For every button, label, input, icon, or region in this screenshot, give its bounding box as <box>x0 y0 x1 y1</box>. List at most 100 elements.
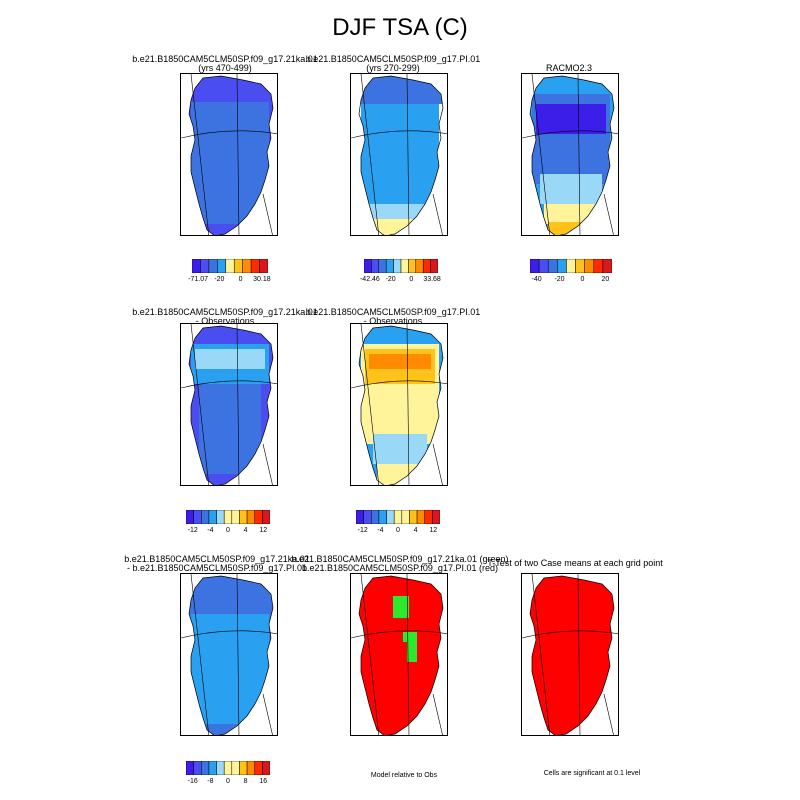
colorbar-3-swatch-7 <box>239 509 248 525</box>
colorbar-2-swatch-2 <box>547 258 558 274</box>
p5-field-band-4 <box>373 434 427 464</box>
panel-5-title-line2: - Observations <box>363 316 423 326</box>
colorbar-5-swatch-8 <box>246 760 255 776</box>
colorbar-3-tick-label: 12 <box>259 527 268 534</box>
colorbar-1-tick-label: 0 <box>409 276 414 283</box>
colorbar-4-swatch-8 <box>416 509 425 525</box>
colorbar-1-swatch-9 <box>430 258 439 274</box>
colorbar-3-swatch-10 <box>262 509 271 525</box>
colorbar-0-swatch-2 <box>208 258 218 274</box>
colorbar-0-swatch-0 <box>191 258 201 274</box>
colorbar-5-swatch-3 <box>208 760 217 776</box>
colorbar-1-swatch-2 <box>378 258 387 274</box>
colorbar-1-swatch-5 <box>400 258 409 274</box>
panel-2-colorbar <box>363 258 439 274</box>
colorbar-3-swatch-3 <box>208 509 217 525</box>
p8-green-cell-0 <box>393 596 409 618</box>
panel-5-map <box>350 323 448 486</box>
colorbar-1-swatch-0 <box>363 258 372 274</box>
colorbar-3-swatch-4 <box>216 509 225 525</box>
colorbar-5-swatch-9 <box>254 760 263 776</box>
colorbar-4-swatch-0 <box>355 509 364 525</box>
colorbar-2-swatch-4 <box>566 258 576 274</box>
colorbar-3-tick-label: -12 <box>187 527 198 534</box>
colorbar-1-tick-label: -20 <box>385 276 396 283</box>
colorbar-3-tick-label: 4 <box>243 527 248 534</box>
colorbar-1-swatch-8 <box>422 258 431 274</box>
p8-green-cell-1 <box>403 632 417 642</box>
colorbar-4-tick-label: -12 <box>357 527 368 534</box>
p1-field-band-1 <box>191 102 269 224</box>
panel-3-title: RACMO2.3 <box>546 64 592 73</box>
p2-field-band-0 <box>359 76 443 104</box>
colorbar-5-swatch-4 <box>216 760 225 776</box>
figure-title: DJF TSA (C) <box>332 14 468 41</box>
colorbar-4-tick-label: -4 <box>377 527 384 534</box>
panel-1-title-line2: (yrs 470-499) <box>198 63 252 73</box>
panel-7-title-line2: - b.e21.B1850CAM5CLM50SP.f09_g17.PI.01 <box>127 563 307 573</box>
colorbar-4-tick-label: 4 <box>413 527 418 534</box>
colorbar-0-swatch-4 <box>225 258 235 274</box>
panel-2-title: b.e21.B1850CAM5CLM50SP.f09_g17.PI.01 (yr… <box>306 55 480 73</box>
panel-3-title-line1: RACMO2.3 <box>545 63 593 73</box>
colorbar-5-swatch-7 <box>239 760 248 776</box>
colorbar-0-swatch-8 <box>259 258 269 274</box>
colorbar-5-swatch-2 <box>201 760 210 776</box>
colorbar-1-swatch-6 <box>408 258 417 274</box>
colorbar-5-swatch-6 <box>231 760 240 776</box>
colorbar-4-swatch-5 <box>393 509 403 525</box>
colorbar-0-tick-label: -71.07 <box>188 276 209 283</box>
colorbar-4-tick-label: 12 <box>429 527 438 534</box>
p4-field-band-3 <box>199 384 261 474</box>
colorbar-5-tick-label: 16 <box>259 778 268 785</box>
panel-4-colorbar <box>185 509 271 525</box>
colorbar-1-tick-label: -42.46 <box>359 276 380 283</box>
panel-7-colorbar <box>185 760 271 776</box>
colorbar-3-swatch-5 <box>223 509 233 525</box>
panel-1-title: b.e21.B1850CAM5CLM50SP.f09_g17.21ka.01 (… <box>132 55 317 73</box>
panel-4-title-line2: - Observations <box>195 316 255 326</box>
p4-field-band-2 <box>195 349 265 369</box>
panel-5-title: b.e21.B1850CAM5CLM50SP.f09_g17.PI.01 - O… <box>306 308 480 326</box>
colorbar-2-swatch-6 <box>584 258 595 274</box>
colorbar-1-tick-label: 33.68 <box>423 276 441 283</box>
colorbar-5-swatch-0 <box>185 760 194 776</box>
colorbar-0-swatch-3 <box>217 258 227 274</box>
colorbar-3-tick-label: 0 <box>226 527 230 534</box>
p3-field-band-2 <box>536 104 606 134</box>
p3-field-band-3 <box>540 174 602 204</box>
colorbar-1-swatch-7 <box>415 258 424 274</box>
colorbar-1-swatch-1 <box>371 258 380 274</box>
panel-5-colorbar <box>355 509 441 525</box>
panel-9-note: Cells are significant at 0.1 level <box>543 770 641 777</box>
colorbar-5-tick-label: -16 <box>187 778 198 785</box>
panel-4-title: b.e21.B1850CAM5CLM50SP.f09_g17.21ka.01 -… <box>132 308 317 326</box>
p3-field-band-5 <box>548 222 594 235</box>
panel-8-map <box>350 573 448 736</box>
colorbar-2-tick-label: 0 <box>580 276 585 283</box>
panel-4-title-line1: b.e21.B1850CAM5CLM50SP.f09_g17.21ka.01 <box>132 307 318 317</box>
colorbar-3-swatch-6 <box>231 509 240 525</box>
colorbar-5-tick-label: 8 <box>243 778 248 785</box>
p5-field-band-3 <box>369 354 431 369</box>
panel-5-title-line1: b.e21.B1850CAM5CLM50SP.f09_g17.PI.01 <box>305 307 481 317</box>
panel-4-map <box>180 323 278 486</box>
colorbar-2-swatch-0 <box>529 258 540 274</box>
panel-1-map <box>180 73 278 236</box>
panel-1-title-line1: b.e21.B1850CAM5CLM50SP.f09_g17.21ka.01 <box>132 54 318 64</box>
colorbar-4-swatch-7 <box>409 509 418 525</box>
colorbar-0-swatch-7 <box>250 258 260 274</box>
colorbar-4-swatch-1 <box>363 509 372 525</box>
panel-7-title: b.e21.B1850CAM5CLM50SP.f09_g17.21ka.01 -… <box>124 555 309 573</box>
p3-field-band-4 <box>544 204 598 224</box>
colorbar-0-tick-label: 0 <box>238 276 243 283</box>
colorbar-5-swatch-10 <box>262 760 271 776</box>
colorbar-1-swatch-4 <box>393 258 402 274</box>
colorbar-3-swatch-1 <box>193 509 202 525</box>
colorbar-4-swatch-6 <box>401 509 410 525</box>
colorbar-4-swatch-2 <box>371 509 380 525</box>
colorbar-5-tick-label: -8 <box>207 778 214 785</box>
panel-9-title: T-Test of two Case means at each grid po… <box>487 559 663 568</box>
colorbar-5-tick-label: 0 <box>226 778 230 785</box>
panel-8-title-line1: b.e21.B1850CAM5CLM50SP.f09_g17.21ka.01 (… <box>291 554 509 564</box>
